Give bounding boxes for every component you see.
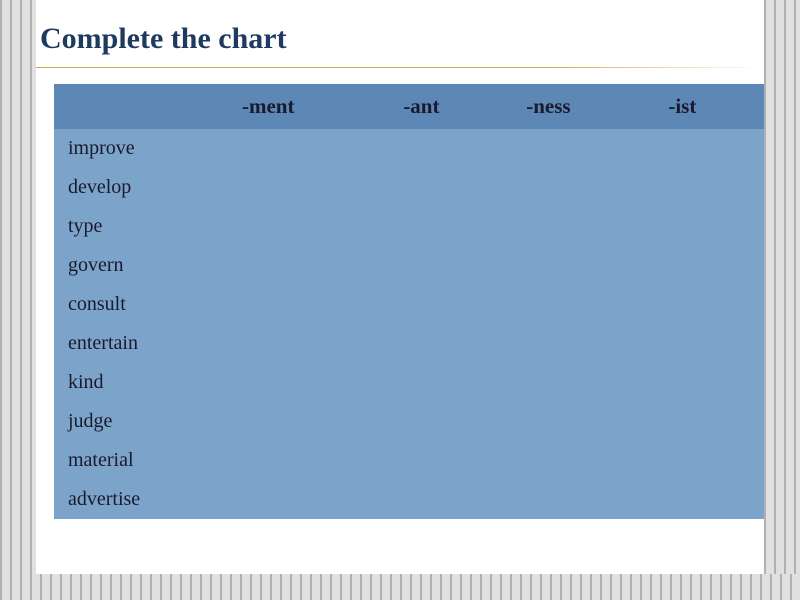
table-cell	[395, 285, 518, 324]
table-cell	[395, 207, 518, 246]
table-cell	[234, 402, 395, 441]
table-cell	[660, 168, 764, 207]
table-cell	[660, 246, 764, 285]
table-cell	[395, 402, 518, 441]
table-cell: material	[54, 441, 234, 480]
table-body: improve develop type	[54, 129, 764, 519]
table-cell	[395, 363, 518, 402]
table-cell	[518, 129, 660, 168]
table-cell	[518, 480, 660, 519]
table-header-row: -ment -ant -ness -ist	[54, 84, 764, 129]
table-cell: type	[54, 207, 234, 246]
table-header-cell: -ment	[234, 84, 395, 129]
title-underline	[36, 67, 764, 68]
table-header-cell: -ist	[660, 84, 764, 129]
table-cell	[660, 129, 764, 168]
table-row: advertise	[54, 480, 764, 519]
table-cell	[660, 402, 764, 441]
table-cell	[234, 363, 395, 402]
table-cell	[234, 129, 395, 168]
table-row: kind	[54, 363, 764, 402]
page-title: Complete the chart	[36, 0, 764, 64]
slide: Complete the chart -ment -ant -ness -ist…	[0, 0, 800, 600]
table-cell	[660, 207, 764, 246]
table-row: govern	[54, 246, 764, 285]
table-cell	[234, 207, 395, 246]
table-cell	[395, 441, 518, 480]
table-cell	[395, 246, 518, 285]
bg-stripes-left	[0, 0, 36, 600]
table-cell	[518, 441, 660, 480]
table-cell	[660, 363, 764, 402]
table-cell: judge	[54, 402, 234, 441]
table-cell	[395, 324, 518, 363]
table-cell	[518, 285, 660, 324]
table-cell	[234, 324, 395, 363]
table-cell	[660, 324, 764, 363]
suffix-table: -ment -ant -ness -ist improve	[54, 84, 764, 519]
table-cell	[518, 363, 660, 402]
table-cell	[660, 285, 764, 324]
table-cell: govern	[54, 246, 234, 285]
table-cell: entertain	[54, 324, 234, 363]
table-cell	[660, 441, 764, 480]
bg-stripes-right	[764, 0, 800, 600]
table-row: improve	[54, 129, 764, 168]
table-header-cell: -ant	[395, 84, 518, 129]
table-header-cell: -ness	[518, 84, 660, 129]
table-row: judge	[54, 402, 764, 441]
table-row: entertain	[54, 324, 764, 363]
table-row: material	[54, 441, 764, 480]
table-cell	[234, 285, 395, 324]
table-cell	[518, 168, 660, 207]
table-cell	[395, 129, 518, 168]
table-cell	[518, 402, 660, 441]
slide-content: Complete the chart -ment -ant -ness -ist…	[36, 0, 764, 574]
table-container: -ment -ant -ness -ist improve	[54, 84, 764, 519]
table-cell: kind	[54, 363, 234, 402]
table-cell	[518, 246, 660, 285]
table-row: develop	[54, 168, 764, 207]
table-cell	[660, 480, 764, 519]
table-cell: improve	[54, 129, 234, 168]
table-row: type	[54, 207, 764, 246]
table-cell: advertise	[54, 480, 234, 519]
table-cell	[518, 324, 660, 363]
table-cell	[234, 246, 395, 285]
bg-stripes-bottom	[0, 574, 800, 600]
table-cell	[395, 480, 518, 519]
table-cell	[234, 480, 395, 519]
table-cell	[234, 441, 395, 480]
table-cell: consult	[54, 285, 234, 324]
table-cell	[395, 168, 518, 207]
table-cell	[518, 207, 660, 246]
table-header-cell	[54, 84, 234, 129]
table-cell: develop	[54, 168, 234, 207]
table-cell	[234, 168, 395, 207]
table-row: consult	[54, 285, 764, 324]
